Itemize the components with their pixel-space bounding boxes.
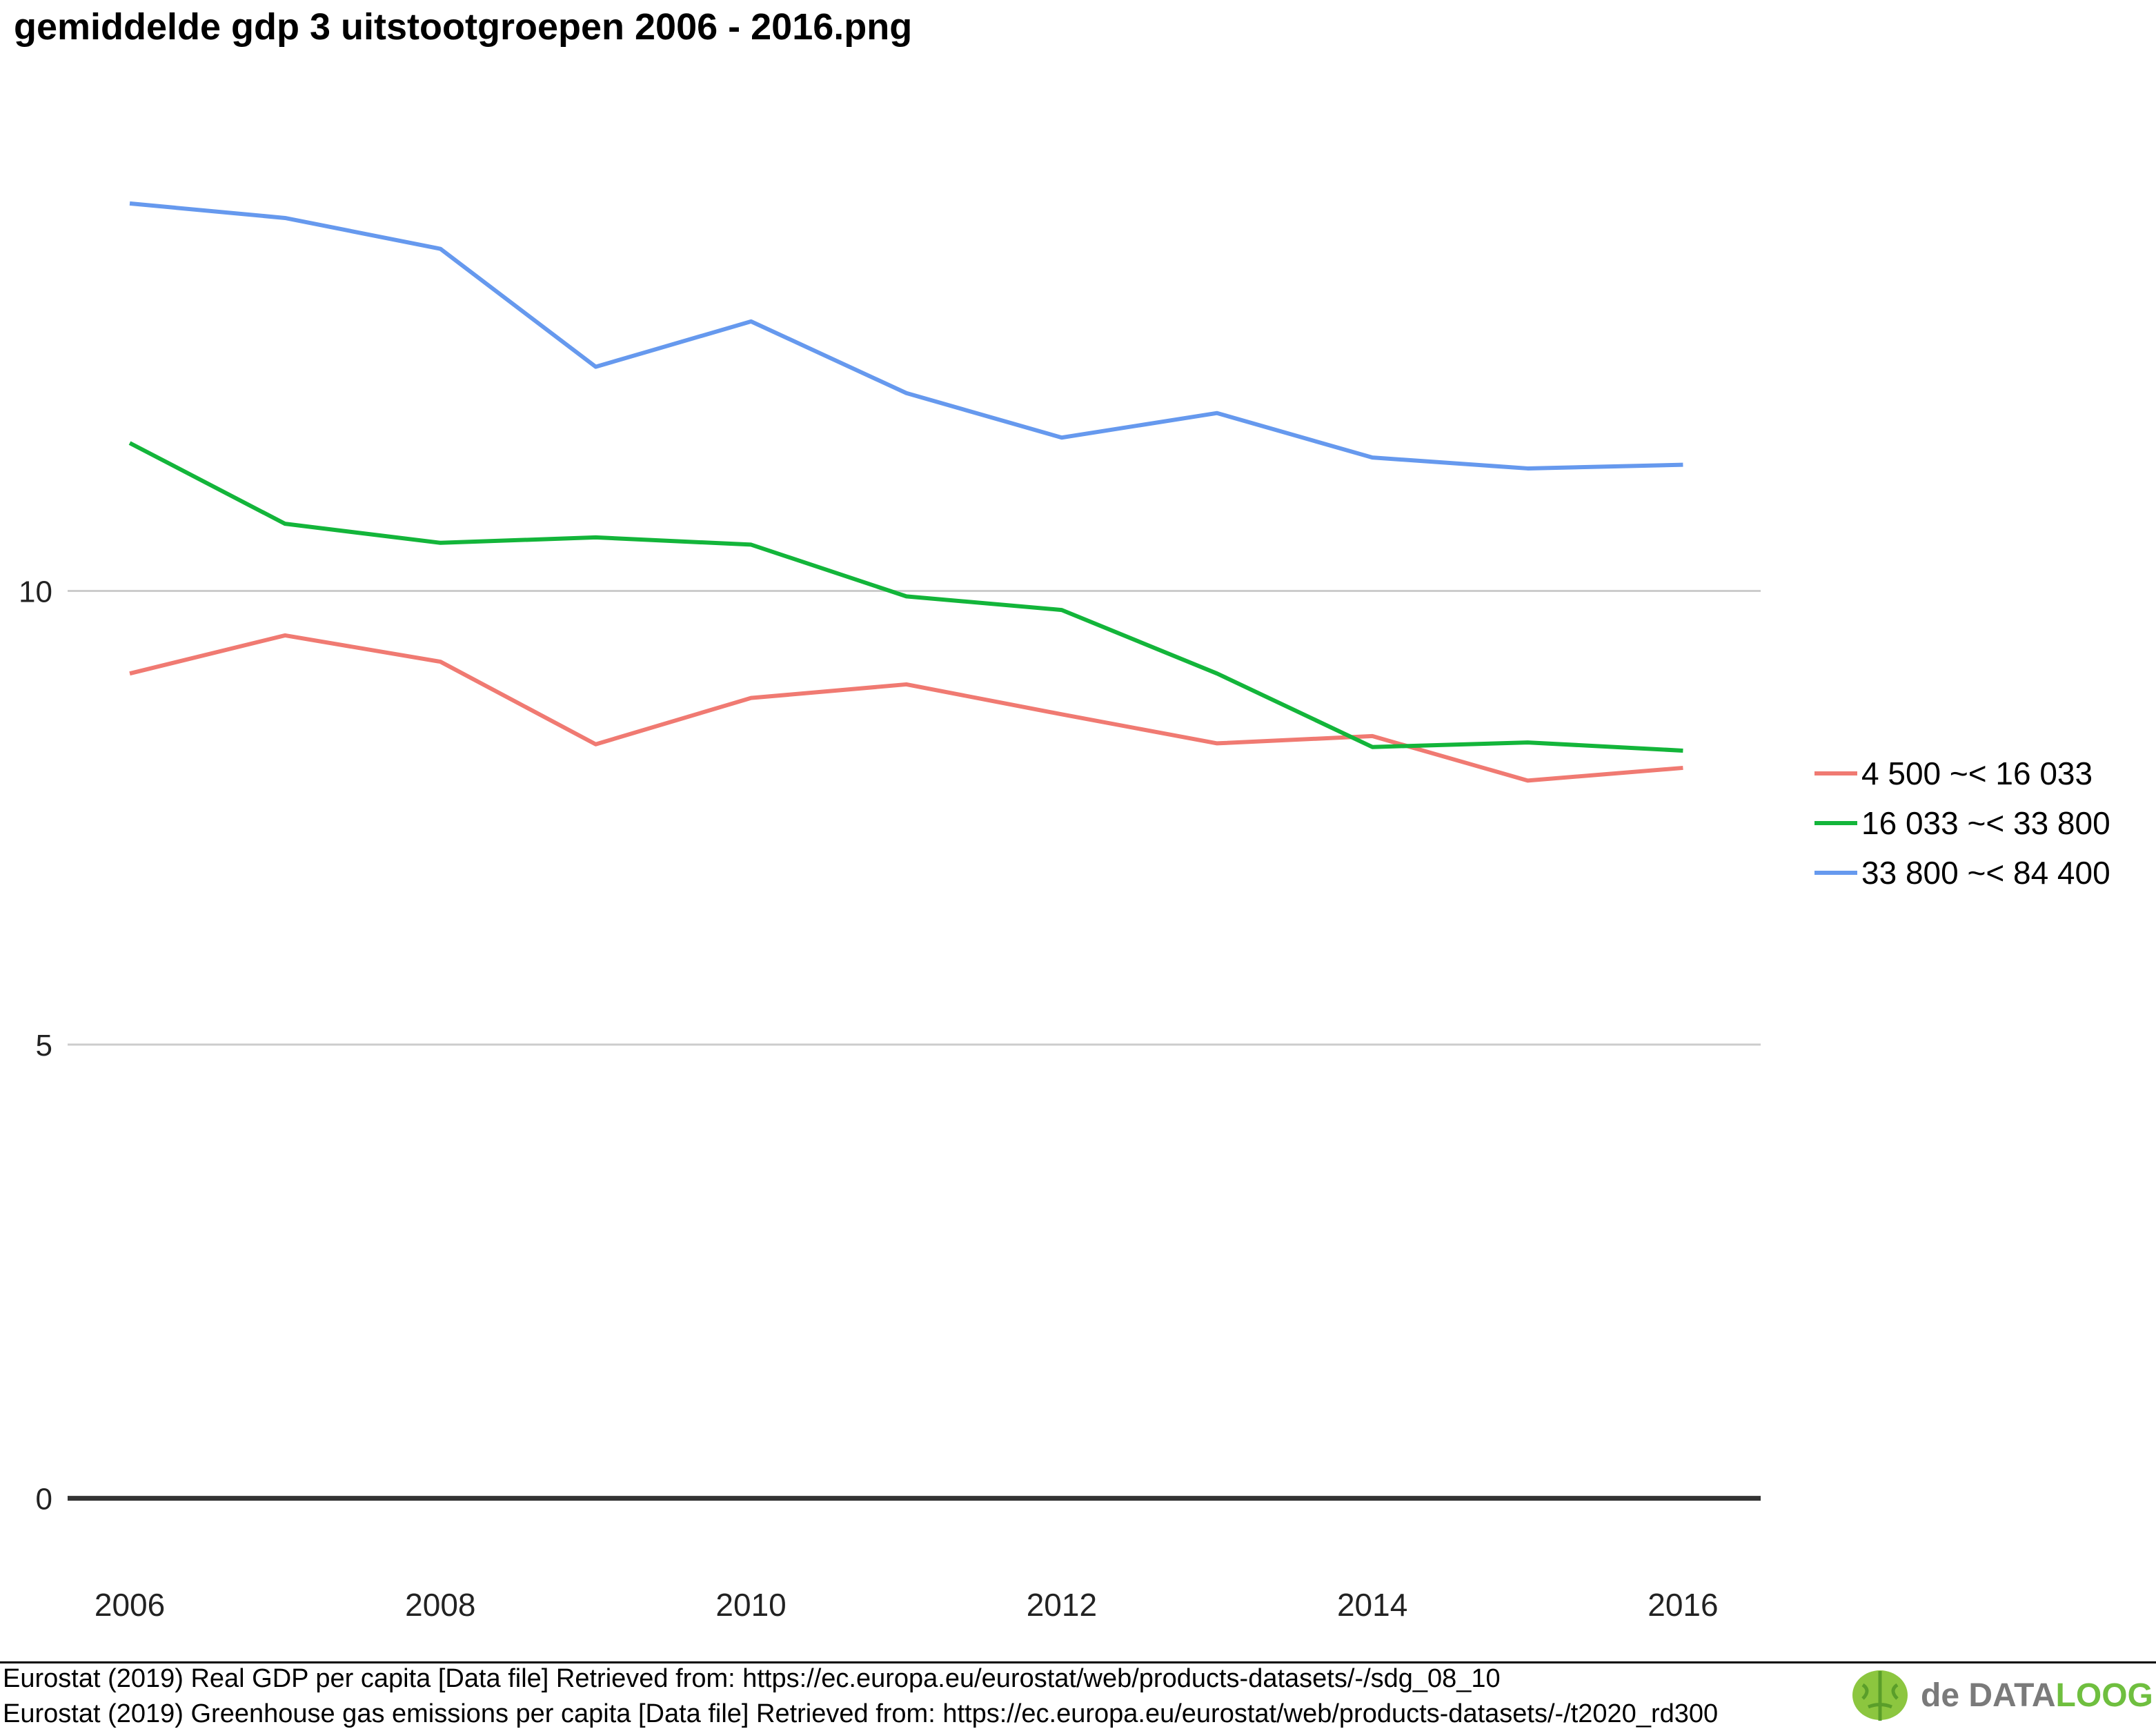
- y-tick-label: 10: [19, 575, 52, 609]
- x-tick-label: 2014: [1337, 1587, 1407, 1623]
- legend: 4 500 ~< 16 033 16 033 ~< 33 800 33 800 …: [1814, 749, 2110, 898]
- y-axis-ticks: 0 5 10: [19, 575, 52, 1516]
- series-lines: [128, 201, 1683, 783]
- legend-swatch: [1814, 821, 1857, 825]
- x-tick-label: 2010: [715, 1587, 786, 1623]
- y-tick-label: 0: [36, 1483, 52, 1516]
- legend-label: 33 800 ~< 84 400: [1861, 855, 2110, 891]
- series-line: [129, 633, 1683, 783]
- source-citation: Eurostat (2019) Real GDP per capita [Dat…: [3, 1664, 1501, 1693]
- legend-item: 33 800 ~< 84 400: [1814, 848, 2110, 898]
- grid-lines: [68, 589, 1761, 1501]
- chart-title: gemiddelde gdp 3 uitstootgroepen 2006 - …: [14, 6, 913, 48]
- legend-item: 16 033 ~< 33 800: [1814, 798, 2110, 848]
- legend-label: 4 500 ~< 16 033: [1861, 755, 2093, 791]
- legend-swatch: [1814, 771, 1857, 775]
- legend-label: 16 033 ~< 33 800: [1861, 805, 2110, 841]
- line-chart: 0 5 10 2006 2008 2010 2012 2014 2016: [19, 201, 1761, 1623]
- x-tick-label: 2012: [1027, 1587, 1097, 1623]
- x-tick-label: 2016: [1648, 1587, 1718, 1623]
- footer-divider: [0, 1661, 2156, 1663]
- y-tick-label: 5: [36, 1029, 52, 1063]
- source-citation: Eurostat (2019) Greenhouse gas emissions…: [3, 1699, 1719, 1728]
- series-line: [128, 441, 1683, 753]
- legend-item: 4 500 ~< 16 033: [1814, 749, 2110, 798]
- series-line: [129, 201, 1683, 471]
- brain-icon: [1852, 1670, 1908, 1721]
- logo-wordmark: de DATALOOG: [1921, 1677, 2153, 1714]
- x-tick-label: 2008: [405, 1587, 475, 1623]
- dataloog-logo: de DATALOOG: [1849, 1664, 2153, 1726]
- x-tick-label: 2006: [95, 1587, 165, 1623]
- legend-swatch: [1814, 871, 1857, 875]
- x-axis-ticks: 2006 2008 2010 2012 2014 2016: [95, 1587, 1719, 1623]
